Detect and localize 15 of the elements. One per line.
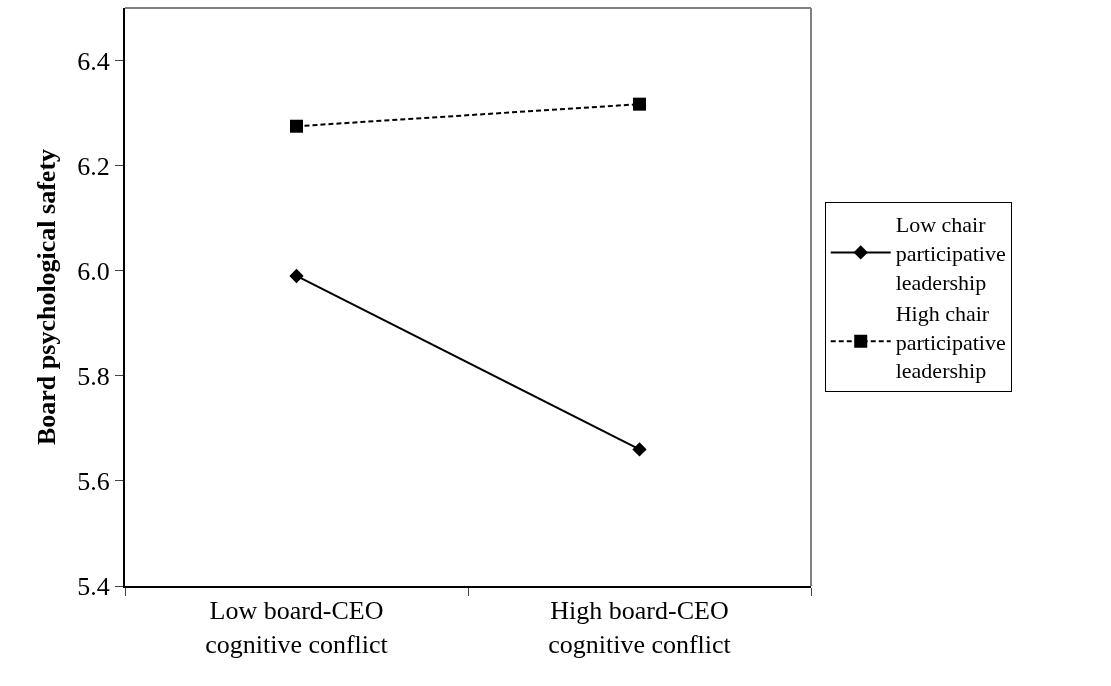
y-tick-label: 5.8	[77, 361, 110, 391]
legend-label: Low chair participative leadership	[895, 212, 1006, 295]
y-tick-label: 5.4	[77, 572, 110, 602]
y-tick-label: 5.6	[77, 467, 110, 497]
y-tick-label: 6.4	[77, 46, 110, 76]
x-tick-label: Low board-CEO cognitive conflict	[205, 596, 389, 659]
point	[290, 119, 303, 133]
legend-label: High chair participative leadership	[895, 301, 1006, 384]
point	[633, 97, 646, 111]
y-tick-label: 6.2	[77, 151, 110, 181]
point	[632, 442, 647, 457]
x-tick-label: High board-CEO cognitive conflict	[548, 596, 732, 659]
y-tick-label: 6.0	[77, 256, 110, 286]
point	[289, 268, 304, 284]
y-axis-title: Board psychological safety	[32, 148, 62, 446]
